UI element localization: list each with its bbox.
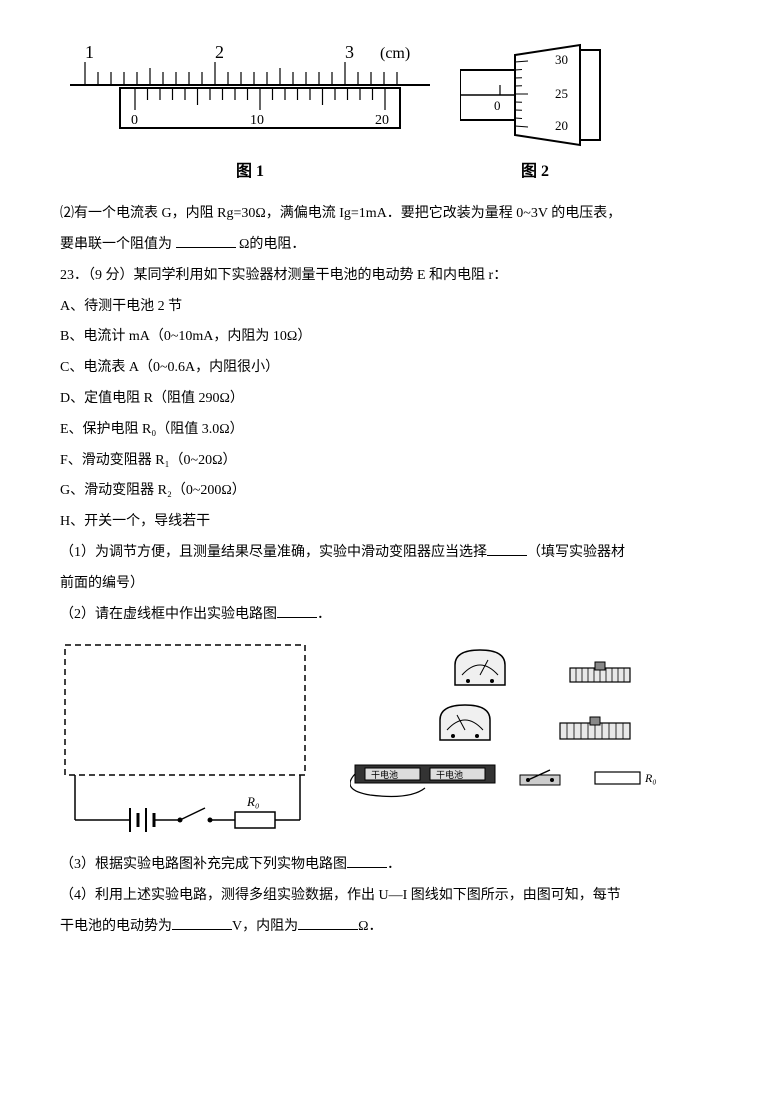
q23-sub2-blank[interactable]	[277, 603, 317, 618]
q23-sub1-c: 前面的编号）	[60, 569, 720, 600]
ruler-caption: 图 1	[60, 154, 440, 189]
figure-row: 1 2 3 (cm)	[60, 40, 720, 189]
q23-sub4-blank2[interactable]	[298, 915, 358, 930]
micrometer-center: 0	[494, 98, 501, 113]
q23-sub4-c: V，内阻为	[232, 919, 298, 934]
q23-item-h: H、开关一个，导线若干	[60, 507, 720, 538]
r0-label-2: R₀	[644, 771, 657, 785]
vernier-0: 0	[131, 113, 138, 128]
q23-sub4-line1: （4）利用上述实验电路，测得多组实验数据，作出 U—I 图线如下图所示，由图可知…	[60, 881, 720, 912]
r0-label: R₀	[246, 794, 259, 809]
q23-sub3-blank[interactable]	[347, 853, 387, 868]
ruler-top-3: 3	[345, 42, 354, 62]
q23-item-g: G、滑动变阻器 R₂（0~200Ω）	[60, 476, 720, 507]
ruler-unit: (cm)	[380, 45, 410, 62]
q23-item-b: B、电流计 mA（0~10mA，内阻为 10Ω）	[60, 322, 720, 353]
micrometer-caption: 图 2	[460, 154, 610, 189]
micrometer-25: 25	[555, 86, 568, 101]
micrometer-svg: 0 30 25 20	[460, 40, 610, 150]
q23-sub2-a: （2）请在虚线框中作出实验电路图	[60, 607, 277, 622]
q23-item-c: C、电流表 A（0~0.6A，内阻很小）	[60, 353, 720, 384]
q2-line2-b: Ω的电阻．	[239, 237, 305, 252]
q23-sub4-b: 干电池的电动势为	[60, 919, 172, 934]
q23-sub4-blank1[interactable]	[172, 915, 232, 930]
q23-sub3: （3）根据实验电路图补充完成下列实物电路图 ．	[60, 850, 720, 881]
battery-label-1: 干电池	[371, 769, 398, 780]
q23-sub1-a: （1）为调节方便，且测量结果尽量准确，实验中滑动变阻器应当选择	[60, 545, 487, 560]
q23-header: 23．（9 分）某同学利用如下实验器材测量干电池的电动势 E 和内电阻 r：	[60, 261, 720, 292]
q23-item-e: E、保护电阻 R₀（阻值 3.0Ω）	[60, 415, 720, 446]
ruler-top-2: 2	[215, 42, 224, 62]
components-photo: 干电池 干电池 R₀	[350, 640, 670, 820]
circuit-row: R₀	[60, 640, 720, 840]
q23-sub3-a: （3）根据实验电路图补充完成下列实物电路图	[60, 857, 347, 872]
q23-sub1-blank[interactable]	[487, 541, 527, 556]
ruler-top-1: 1	[85, 42, 94, 62]
micrometer-figure: 0 30 25 20 图 2	[460, 40, 610, 189]
components-svg: 干电池 干电池 R₀	[350, 640, 670, 820]
ruler-figure: 1 2 3 (cm)	[60, 40, 440, 189]
q23-sub4-d: Ω．	[358, 919, 382, 934]
vernier-10: 10	[250, 113, 264, 128]
q23-item-f: F、滑动变阻器 R₁（0~20Ω）	[60, 446, 720, 477]
q2-line2: 要串联一个阻值为 Ω的电阻．	[60, 230, 720, 261]
q23-sub2-b: ．	[317, 607, 331, 622]
micrometer-20: 20	[555, 118, 568, 133]
battery-label-2: 干电池	[436, 769, 463, 780]
ruler-svg: 1 2 3 (cm)	[60, 40, 440, 150]
q23-item-a: A、待测干电池 2 节	[60, 292, 720, 323]
q2-line2-a: 要串联一个阻值为	[60, 237, 176, 252]
q23-sub4-line2: 干电池的电动势为 V，内阻为 Ω．	[60, 912, 720, 943]
q2-blank[interactable]	[176, 233, 236, 248]
micrometer-30: 30	[555, 52, 568, 67]
q23-sub3-b: ．	[387, 857, 401, 872]
q23-sub1: （1）为调节方便，且测量结果尽量准确，实验中滑动变阻器应当选择 （填写实验器材	[60, 538, 720, 569]
circuit-template-svg: R₀	[60, 640, 320, 840]
q23-sub1-b: （填写实验器材	[527, 545, 625, 560]
q2-line1: ⑵有一个电流表 G，内阻 Rg=30Ω，满偏电流 Ig=1mA．要把它改装为量程…	[60, 199, 720, 230]
q23-item-d: D、定值电阻 R（阻值 290Ω）	[60, 384, 720, 415]
vernier-20: 20	[375, 113, 389, 128]
circuit-template: R₀	[60, 640, 320, 840]
q23-sub2: （2）请在虚线框中作出实验电路图 ．	[60, 600, 720, 631]
